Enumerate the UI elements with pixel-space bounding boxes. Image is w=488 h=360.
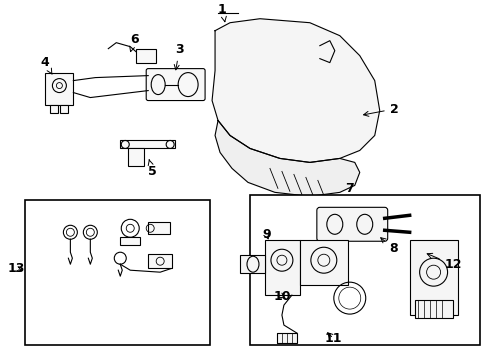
Text: 3: 3 bbox=[174, 42, 183, 70]
Bar bbox=[148, 222, 170, 234]
Bar bbox=[264, 240, 299, 295]
Bar bbox=[249, 195, 479, 345]
Bar bbox=[409, 240, 457, 315]
Text: 12: 12 bbox=[427, 253, 461, 271]
Bar bbox=[136, 49, 156, 63]
Bar bbox=[60, 104, 68, 113]
Text: 4: 4 bbox=[41, 56, 52, 74]
Text: 6: 6 bbox=[129, 33, 139, 52]
Text: 1: 1 bbox=[218, 3, 226, 22]
Polygon shape bbox=[212, 19, 379, 162]
Bar bbox=[128, 148, 144, 166]
Bar bbox=[50, 104, 58, 113]
Bar bbox=[45, 73, 73, 104]
Text: 7: 7 bbox=[345, 183, 353, 195]
FancyBboxPatch shape bbox=[316, 207, 387, 241]
FancyBboxPatch shape bbox=[146, 69, 204, 100]
Text: 9: 9 bbox=[262, 228, 270, 241]
Bar bbox=[120, 237, 140, 245]
Text: 2: 2 bbox=[363, 103, 398, 116]
Text: 11: 11 bbox=[324, 332, 342, 345]
Bar bbox=[25, 200, 210, 345]
Text: 13: 13 bbox=[7, 262, 25, 275]
Text: 5: 5 bbox=[148, 160, 157, 179]
Bar bbox=[414, 300, 451, 318]
Text: 8: 8 bbox=[380, 238, 398, 255]
Bar bbox=[240, 255, 264, 273]
Bar bbox=[148, 254, 172, 268]
Bar bbox=[120, 140, 175, 148]
Text: 10: 10 bbox=[273, 290, 291, 303]
Bar bbox=[299, 240, 347, 285]
Bar bbox=[276, 333, 296, 343]
Polygon shape bbox=[215, 121, 359, 196]
